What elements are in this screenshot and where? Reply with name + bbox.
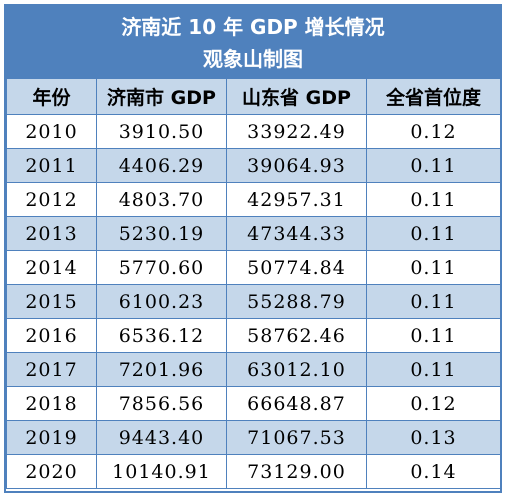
gdp-table-figure: 济南近 10 年 GDP 增长情况 观象山制图 年份 济南市 GDP 山东省 G… — [4, 4, 502, 493]
cell-primacy: 0.11 — [366, 284, 501, 319]
table-row: 2014 5770.60 50774.84 0.11 — [6, 250, 501, 285]
cell-shandong-gdp: 63012.10 — [226, 352, 367, 387]
cell-year: 2017 — [6, 352, 97, 387]
cell-shandong-gdp: 42957.31 — [226, 182, 367, 217]
cell-shandong-gdp: 73129.00 — [226, 454, 367, 489]
cell-jinan-gdp: 4803.70 — [96, 182, 227, 217]
table-title: 济南近 10 年 GDP 增长情况 — [121, 15, 385, 39]
cell-shandong-gdp: 66648.87 — [226, 386, 367, 421]
table-row: 2018 7856.56 66648.87 0.12 — [6, 386, 501, 421]
table-header-row: 年份 济南市 GDP 山东省 GDP 全省首位度 — [6, 78, 501, 115]
cell-primacy: 0.11 — [366, 250, 501, 285]
cell-year: 2011 — [6, 148, 97, 183]
cell-year: 2012 — [6, 182, 97, 217]
cell-year: 2014 — [6, 250, 97, 285]
cell-year: 2010 — [6, 114, 97, 149]
cell-primacy: 0.11 — [366, 352, 501, 387]
table-body: 2010 3910.50 33922.49 0.12 2011 4406.29 39064.… — [6, 114, 501, 489]
cell-primacy: 0.11 — [366, 318, 501, 353]
header-year: 年份 — [6, 78, 97, 115]
cell-jinan-gdp: 5770.60 — [96, 250, 227, 285]
table-row: 2017 7201.96 63012.10 0.11 — [6, 352, 501, 387]
table-row: 2019 9443.40 71067.53 0.13 — [6, 420, 501, 455]
title-banner: 济南近 10 年 GDP 增长情况 观象山制图 — [6, 6, 500, 78]
cell-jinan-gdp: 9443.40 — [96, 420, 227, 455]
cell-year: 2019 — [6, 420, 97, 455]
table-row: 2013 5230.19 47344.33 0.11 — [6, 216, 501, 251]
cell-year: 2018 — [6, 386, 97, 421]
cell-year: 2020 — [6, 454, 97, 489]
cell-jinan-gdp: 4406.29 — [96, 148, 227, 183]
cell-shandong-gdp: 50774.84 — [226, 250, 367, 285]
cell-year: 2016 — [6, 318, 97, 353]
cell-year: 2015 — [6, 284, 97, 319]
cell-primacy: 0.11 — [366, 148, 501, 183]
cell-jinan-gdp: 10140.91 — [96, 454, 227, 489]
cell-primacy: 0.11 — [366, 216, 501, 251]
cell-jinan-gdp: 6536.12 — [96, 318, 227, 353]
table-row: 2011 4406.29 39064.93 0.11 — [6, 148, 501, 183]
cell-shandong-gdp: 47344.33 — [226, 216, 367, 251]
cell-primacy: 0.14 — [366, 454, 501, 489]
header-primacy: 全省首位度 — [366, 78, 501, 115]
table-row: 2015 6100.23 55288.79 0.11 — [6, 284, 501, 319]
header-shandong-gdp: 山东省 GDP — [226, 78, 367, 115]
cell-jinan-gdp: 7856.56 — [96, 386, 227, 421]
table-row: 2010 3910.50 33922.49 0.12 — [6, 114, 501, 149]
cell-primacy: 0.12 — [366, 386, 501, 421]
cell-jinan-gdp: 6100.23 — [96, 284, 227, 319]
cell-primacy: 0.13 — [366, 420, 501, 455]
cell-shandong-gdp: 71067.53 — [226, 420, 367, 455]
cell-jinan-gdp: 5230.19 — [96, 216, 227, 251]
table-row: 2016 6536.12 58762.46 0.11 — [6, 318, 501, 353]
cell-shandong-gdp: 39064.93 — [226, 148, 367, 183]
cell-primacy: 0.11 — [366, 182, 501, 217]
header-jinan-gdp: 济南市 GDP — [96, 78, 227, 115]
cell-shandong-gdp: 58762.46 — [226, 318, 367, 353]
cell-jinan-gdp: 3910.50 — [96, 114, 227, 149]
cell-jinan-gdp: 7201.96 — [96, 352, 227, 387]
table-row: 2020 10140.91 73129.00 0.14 — [6, 454, 501, 489]
table-subtitle: 观象山制图 — [203, 47, 303, 71]
gdp-table: 年份 济南市 GDP 山东省 GDP 全省首位度 2010 3910.50 3392… — [6, 78, 501, 489]
table-row: 2012 4803.70 42957.31 0.11 — [6, 182, 501, 217]
cell-primacy: 0.12 — [366, 114, 501, 149]
cell-shandong-gdp: 55288.79 — [226, 284, 367, 319]
cell-year: 2013 — [6, 216, 97, 251]
cell-shandong-gdp: 33922.49 — [226, 114, 367, 149]
